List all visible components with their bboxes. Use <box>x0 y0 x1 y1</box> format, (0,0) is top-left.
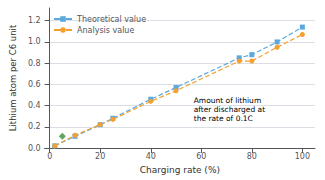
svg-text:0.4: 0.4 <box>28 101 41 110</box>
svg-text:Lithium atom per C6 unit: Lithium atom per C6 unit <box>8 24 18 131</box>
svg-text:80: 80 <box>247 152 257 161</box>
svg-text:0.0: 0.0 <box>28 144 41 153</box>
svg-text:Theoretical value: Theoretical value <box>76 15 146 24</box>
svg-text:0.2: 0.2 <box>28 122 41 131</box>
svg-text:Charging rate (%): Charging rate (%) <box>140 165 220 175</box>
svg-text:1.2: 1.2 <box>28 16 41 25</box>
svg-text:1.0: 1.0 <box>28 37 41 46</box>
svg-text:after discharged at: after discharged at <box>194 105 265 114</box>
svg-text:0.8: 0.8 <box>28 59 41 68</box>
svg-text:40: 40 <box>146 152 156 161</box>
svg-text:the rate of 0.1C: the rate of 0.1C <box>194 114 253 123</box>
svg-text:0.6: 0.6 <box>28 80 41 89</box>
svg-text:0: 0 <box>47 152 52 161</box>
svg-text:Analysis value: Analysis value <box>77 26 134 35</box>
svg-text:20: 20 <box>95 152 105 161</box>
svg-text:60: 60 <box>196 152 206 161</box>
svg-text:100: 100 <box>295 152 310 161</box>
svg-text:Amount of lithium: Amount of lithium <box>194 96 261 105</box>
